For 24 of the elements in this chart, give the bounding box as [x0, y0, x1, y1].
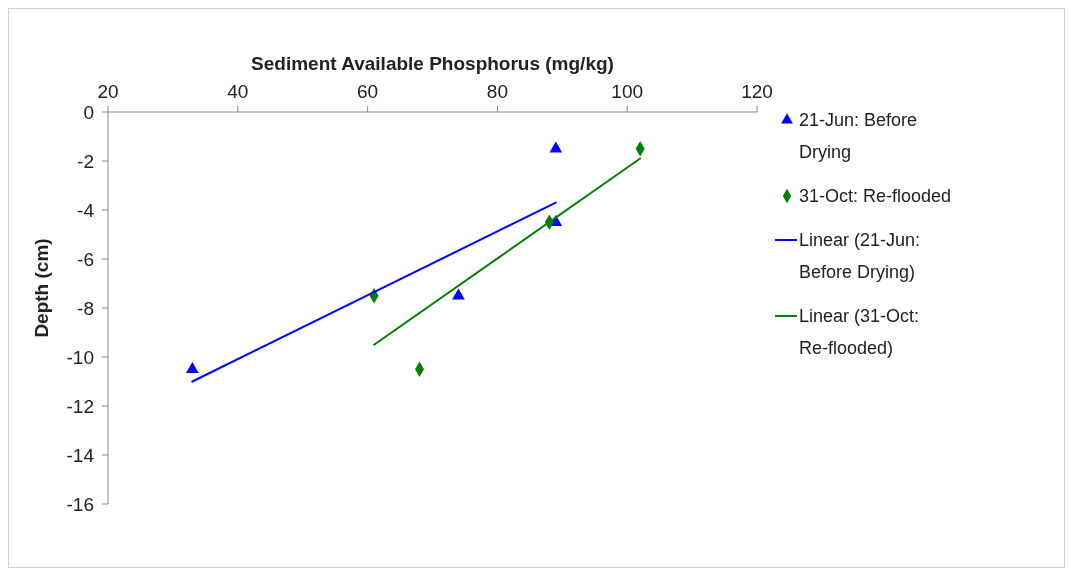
y-tick-label: -10	[66, 346, 94, 368]
y-tick-label: -4	[77, 199, 95, 221]
y-tick-label: -16	[66, 493, 94, 515]
x-tick-label: 100	[611, 81, 644, 102]
x-tick-label: 40	[227, 81, 249, 102]
x-tick-label: 20	[97, 81, 119, 102]
y-tick-label: -8	[77, 297, 94, 319]
legend-label: 31-Oct: Re-flooded	[799, 186, 952, 206]
x-tick-label: 60	[357, 81, 379, 102]
x-tick-label: 120	[741, 81, 773, 102]
y-tick-label: 0	[83, 101, 94, 123]
point	[549, 141, 563, 153]
y-tick-label: -6	[77, 248, 94, 270]
y-tick-label: -2	[77, 150, 94, 172]
legend-label: Linear (31-Oct: Re-flooded)	[799, 306, 920, 358]
x-tick-label: 80	[486, 81, 508, 102]
legend-label: Linear (21-Jun: Before Drying)	[799, 230, 921, 282]
legend-label: 21-Jun: Before Drying	[799, 110, 918, 162]
y-axis-title: Depth (cm)	[31, 238, 52, 338]
point	[186, 361, 199, 373]
y-tick-label: -14	[66, 444, 95, 466]
x-axis-title: Sediment Available Phosphorus (mg/kg)	[251, 53, 614, 74]
point	[452, 288, 465, 300]
y-tick-label: -12	[66, 395, 94, 417]
